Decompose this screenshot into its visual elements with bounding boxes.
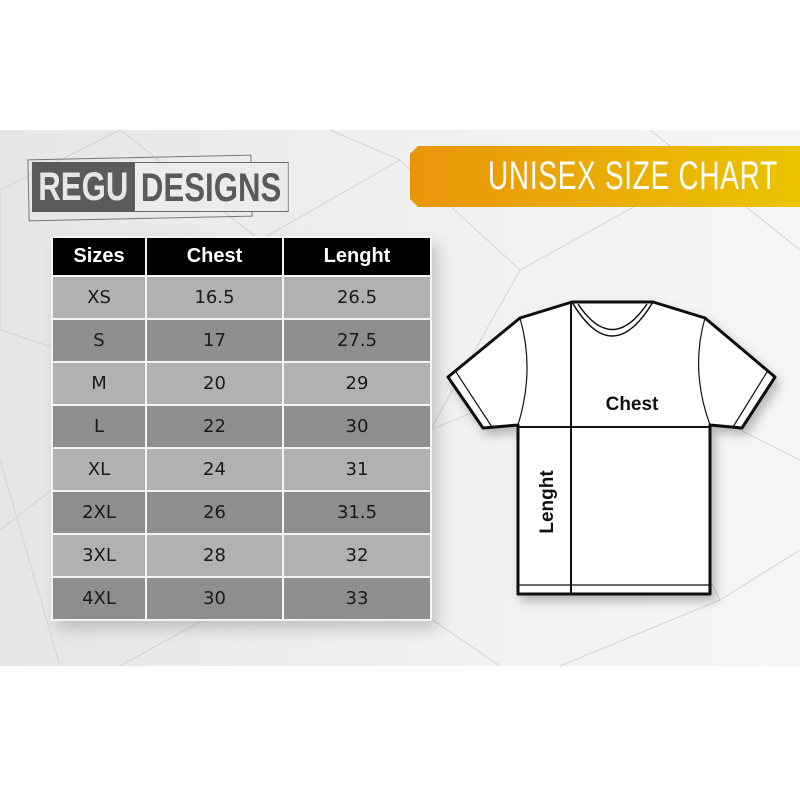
tshirt-outline bbox=[446, 300, 777, 596]
table-row: L 22 30 bbox=[51, 404, 432, 449]
chest-cell: 16.5 bbox=[145, 275, 284, 320]
length-cell: 27.5 bbox=[282, 318, 432, 363]
length-cell: 32 bbox=[282, 533, 432, 578]
size-cell: XS bbox=[51, 275, 147, 320]
left-cuff bbox=[455, 371, 493, 428]
chest-cell: 20 bbox=[145, 361, 284, 406]
collar bbox=[571, 301, 654, 337]
header-sizes: Sizes bbox=[51, 236, 147, 277]
logo-part-1: REGU bbox=[32, 162, 135, 212]
size-cell: 2XL bbox=[51, 490, 147, 535]
chest-cell: 28 bbox=[145, 533, 284, 578]
size-cell: 3XL bbox=[51, 533, 147, 578]
title-banner: UNISEX SIZE CHART bbox=[410, 146, 800, 207]
table-header: Sizes Chest Lenght bbox=[51, 236, 432, 277]
table-row: XS 16.5 26.5 bbox=[51, 275, 432, 320]
chest-label: Chest bbox=[606, 394, 659, 415]
size-cell: L bbox=[51, 404, 147, 449]
length-cell: 33 bbox=[282, 576, 432, 621]
chest-cell: 30 bbox=[145, 576, 284, 621]
table-row: 4XL 30 33 bbox=[51, 576, 432, 621]
length-label: Lenght bbox=[537, 470, 558, 534]
right-sleeve-seam bbox=[697, 317, 711, 426]
size-cell: 4XL bbox=[51, 576, 147, 621]
page-title: UNISEX SIZE CHART bbox=[488, 154, 778, 198]
chest-cell: 17 bbox=[145, 318, 284, 363]
size-cell: M bbox=[51, 361, 147, 406]
table-row: 2XL 26 31.5 bbox=[51, 490, 432, 535]
collar-inner bbox=[577, 303, 648, 331]
right-cuff bbox=[732, 371, 768, 428]
table-row: S 17 27.5 bbox=[51, 318, 432, 363]
length-cell: 31 bbox=[282, 447, 432, 492]
chest-cell: 26 bbox=[145, 490, 284, 535]
table-row: 3XL 28 32 bbox=[51, 533, 432, 578]
table-row: M 20 29 bbox=[51, 361, 432, 406]
logo-part-2: DESIGNS bbox=[134, 162, 289, 212]
chest-cell: 24 bbox=[145, 447, 284, 492]
length-cell: 31.5 bbox=[282, 490, 432, 535]
left-sleeve-seam bbox=[517, 317, 528, 426]
table-row: XL 24 31 bbox=[51, 447, 432, 492]
length-cell: 26.5 bbox=[282, 275, 432, 320]
header-chest: Chest bbox=[145, 236, 284, 277]
chest-cell: 22 bbox=[145, 404, 284, 449]
brand-logo: REGU DESIGNS bbox=[32, 162, 289, 212]
size-cell: XL bbox=[51, 447, 147, 492]
header-length: Lenght bbox=[282, 236, 432, 277]
length-cell: 30 bbox=[282, 404, 432, 449]
length-cell: 29 bbox=[282, 361, 432, 406]
size-cell: S bbox=[51, 318, 147, 363]
